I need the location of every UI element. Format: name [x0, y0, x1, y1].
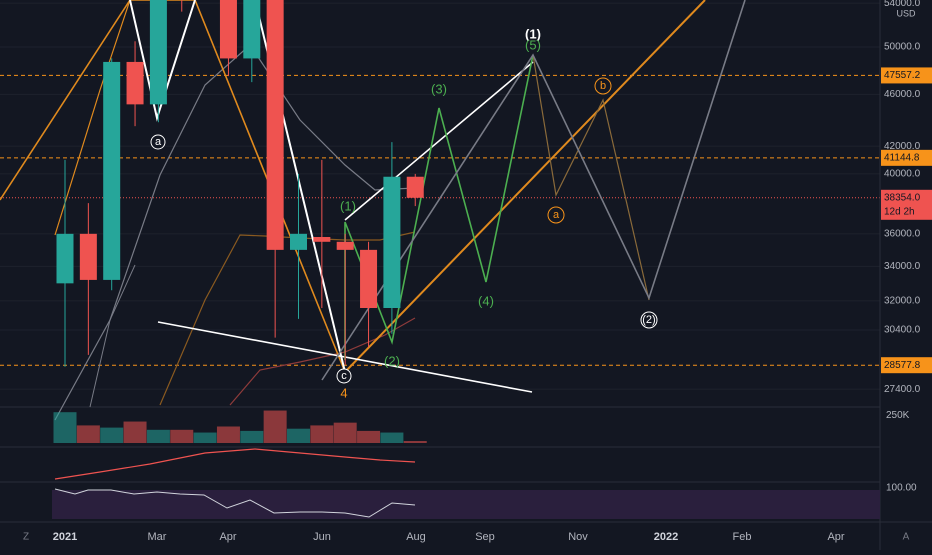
- price-level-box: [881, 149, 932, 166]
- wave-label: c: [341, 370, 347, 382]
- volume-bar: [146, 429, 170, 443]
- candle-body: [56, 233, 74, 284]
- time-label: Aug: [406, 531, 426, 543]
- oscillator-band: [52, 490, 880, 519]
- indicator-line: [54, 448, 416, 480]
- grid: [0, 2, 880, 390]
- time-label: Apr: [219, 531, 236, 543]
- y-tick-label: 32000.0: [884, 295, 921, 306]
- volume-bar: [53, 412, 77, 443]
- volume-bar: [333, 422, 357, 443]
- wave-label: a: [155, 136, 162, 148]
- wave-line: [129, 0, 196, 122]
- volume-tick-label: 250K: [886, 410, 910, 421]
- candle-body: [266, 0, 284, 250]
- price-level-label: 38354.0: [884, 192, 921, 203]
- wave-label: (2): [642, 314, 655, 326]
- wave-line: [0, 0, 131, 201]
- volume-bar: [310, 425, 334, 443]
- wave-label: (2): [384, 353, 400, 368]
- candle-body: [103, 61, 121, 280]
- candle-body: [126, 61, 144, 105]
- time-label: Jun: [313, 531, 331, 543]
- y-tick-label: 34000.0: [884, 261, 921, 272]
- volume-bar: [263, 410, 287, 443]
- price-level-label: 47557.2: [884, 70, 921, 81]
- wave-label: (4): [478, 293, 494, 308]
- volume-bar: [193, 432, 217, 443]
- currency-label: USD: [896, 8, 916, 18]
- candle-body: [290, 233, 307, 250]
- trend-line: [344, 0, 706, 373]
- wave-circle: [336, 368, 352, 384]
- candle-body: [336, 241, 354, 250]
- time-label: Apr: [827, 531, 844, 543]
- time-label: Feb: [733, 531, 752, 543]
- candle-body: [313, 237, 331, 242]
- y-tick-label: 40000.0: [884, 169, 921, 180]
- y-tick-label: 30400.0: [884, 325, 921, 336]
- price-level-box: [881, 189, 932, 220]
- y-tick-label: 42000.0: [884, 141, 921, 152]
- time-label: 2021: [53, 531, 77, 543]
- oscillator-tick-label: 100.00: [886, 483, 917, 494]
- volume-bar: [287, 428, 310, 443]
- candle-body: [243, 0, 261, 59]
- ma-line: [89, 264, 136, 408]
- candle-body: [383, 176, 401, 309]
- wave-line: [321, 0, 746, 381]
- y-tick-label: 46000.0: [884, 89, 921, 100]
- price-level-label: 41144.8: [884, 152, 920, 163]
- candle-body: [406, 176, 424, 198]
- ma-line: [54, 0, 131, 236]
- wave-circle: [640, 311, 658, 329]
- time-label: 2022: [654, 531, 678, 543]
- time-label: Mar: [148, 531, 167, 543]
- y-tick-label: 36000.0: [884, 228, 921, 239]
- volume-bar: [170, 429, 194, 443]
- volume-bar: [403, 441, 427, 443]
- trend-line: [344, 61, 534, 221]
- candle-body: [360, 249, 378, 309]
- volume-bar: [123, 421, 147, 443]
- volume-bar: [357, 430, 381, 443]
- volume-bar: [216, 426, 240, 443]
- candles: [53, 0, 427, 443]
- candle-body: [79, 233, 97, 280]
- wave-label: (1): [340, 198, 356, 213]
- y-tick-label: 27400.0: [884, 384, 921, 395]
- wave-label: (3): [431, 81, 447, 96]
- oscillator-line: [54, 488, 416, 518]
- price-axis: 54000.0 50000.0 46000.0 42000.0 40000.0 36000…: [881, 0, 932, 494]
- wave-circle: [547, 206, 565, 224]
- volume-bar: [380, 432, 404, 443]
- volume-bar: [240, 430, 264, 443]
- wave-line: [532, 54, 650, 301]
- price-level-box: [881, 67, 932, 84]
- price-level-box: [881, 357, 932, 374]
- wave-label: b: [600, 80, 606, 92]
- wave-circle: [150, 134, 166, 150]
- countdown-label: 12d 2h: [884, 206, 915, 217]
- price-level-label: 28577.8: [884, 360, 921, 371]
- volume-bar: [100, 427, 124, 443]
- wave-label: (1): [525, 26, 541, 41]
- wave-label: a: [553, 209, 560, 221]
- candle-body: [219, 0, 237, 59]
- icon[interactable]: A: [903, 532, 910, 543]
- wave-circle: [594, 77, 612, 95]
- candle-body: [149, 0, 167, 105]
- time-label: Nov: [568, 531, 588, 543]
- icon[interactable]: Z: [23, 532, 29, 543]
- y-tick-label: 50000.0: [884, 42, 921, 53]
- ma-line: [229, 317, 416, 406]
- wave-label: 4: [340, 385, 347, 400]
- time-label: Sep: [475, 531, 495, 543]
- wave-label: (5): [525, 37, 541, 52]
- volume-bar: [76, 425, 100, 443]
- y-tick-label: 54000.0: [884, 0, 921, 9]
